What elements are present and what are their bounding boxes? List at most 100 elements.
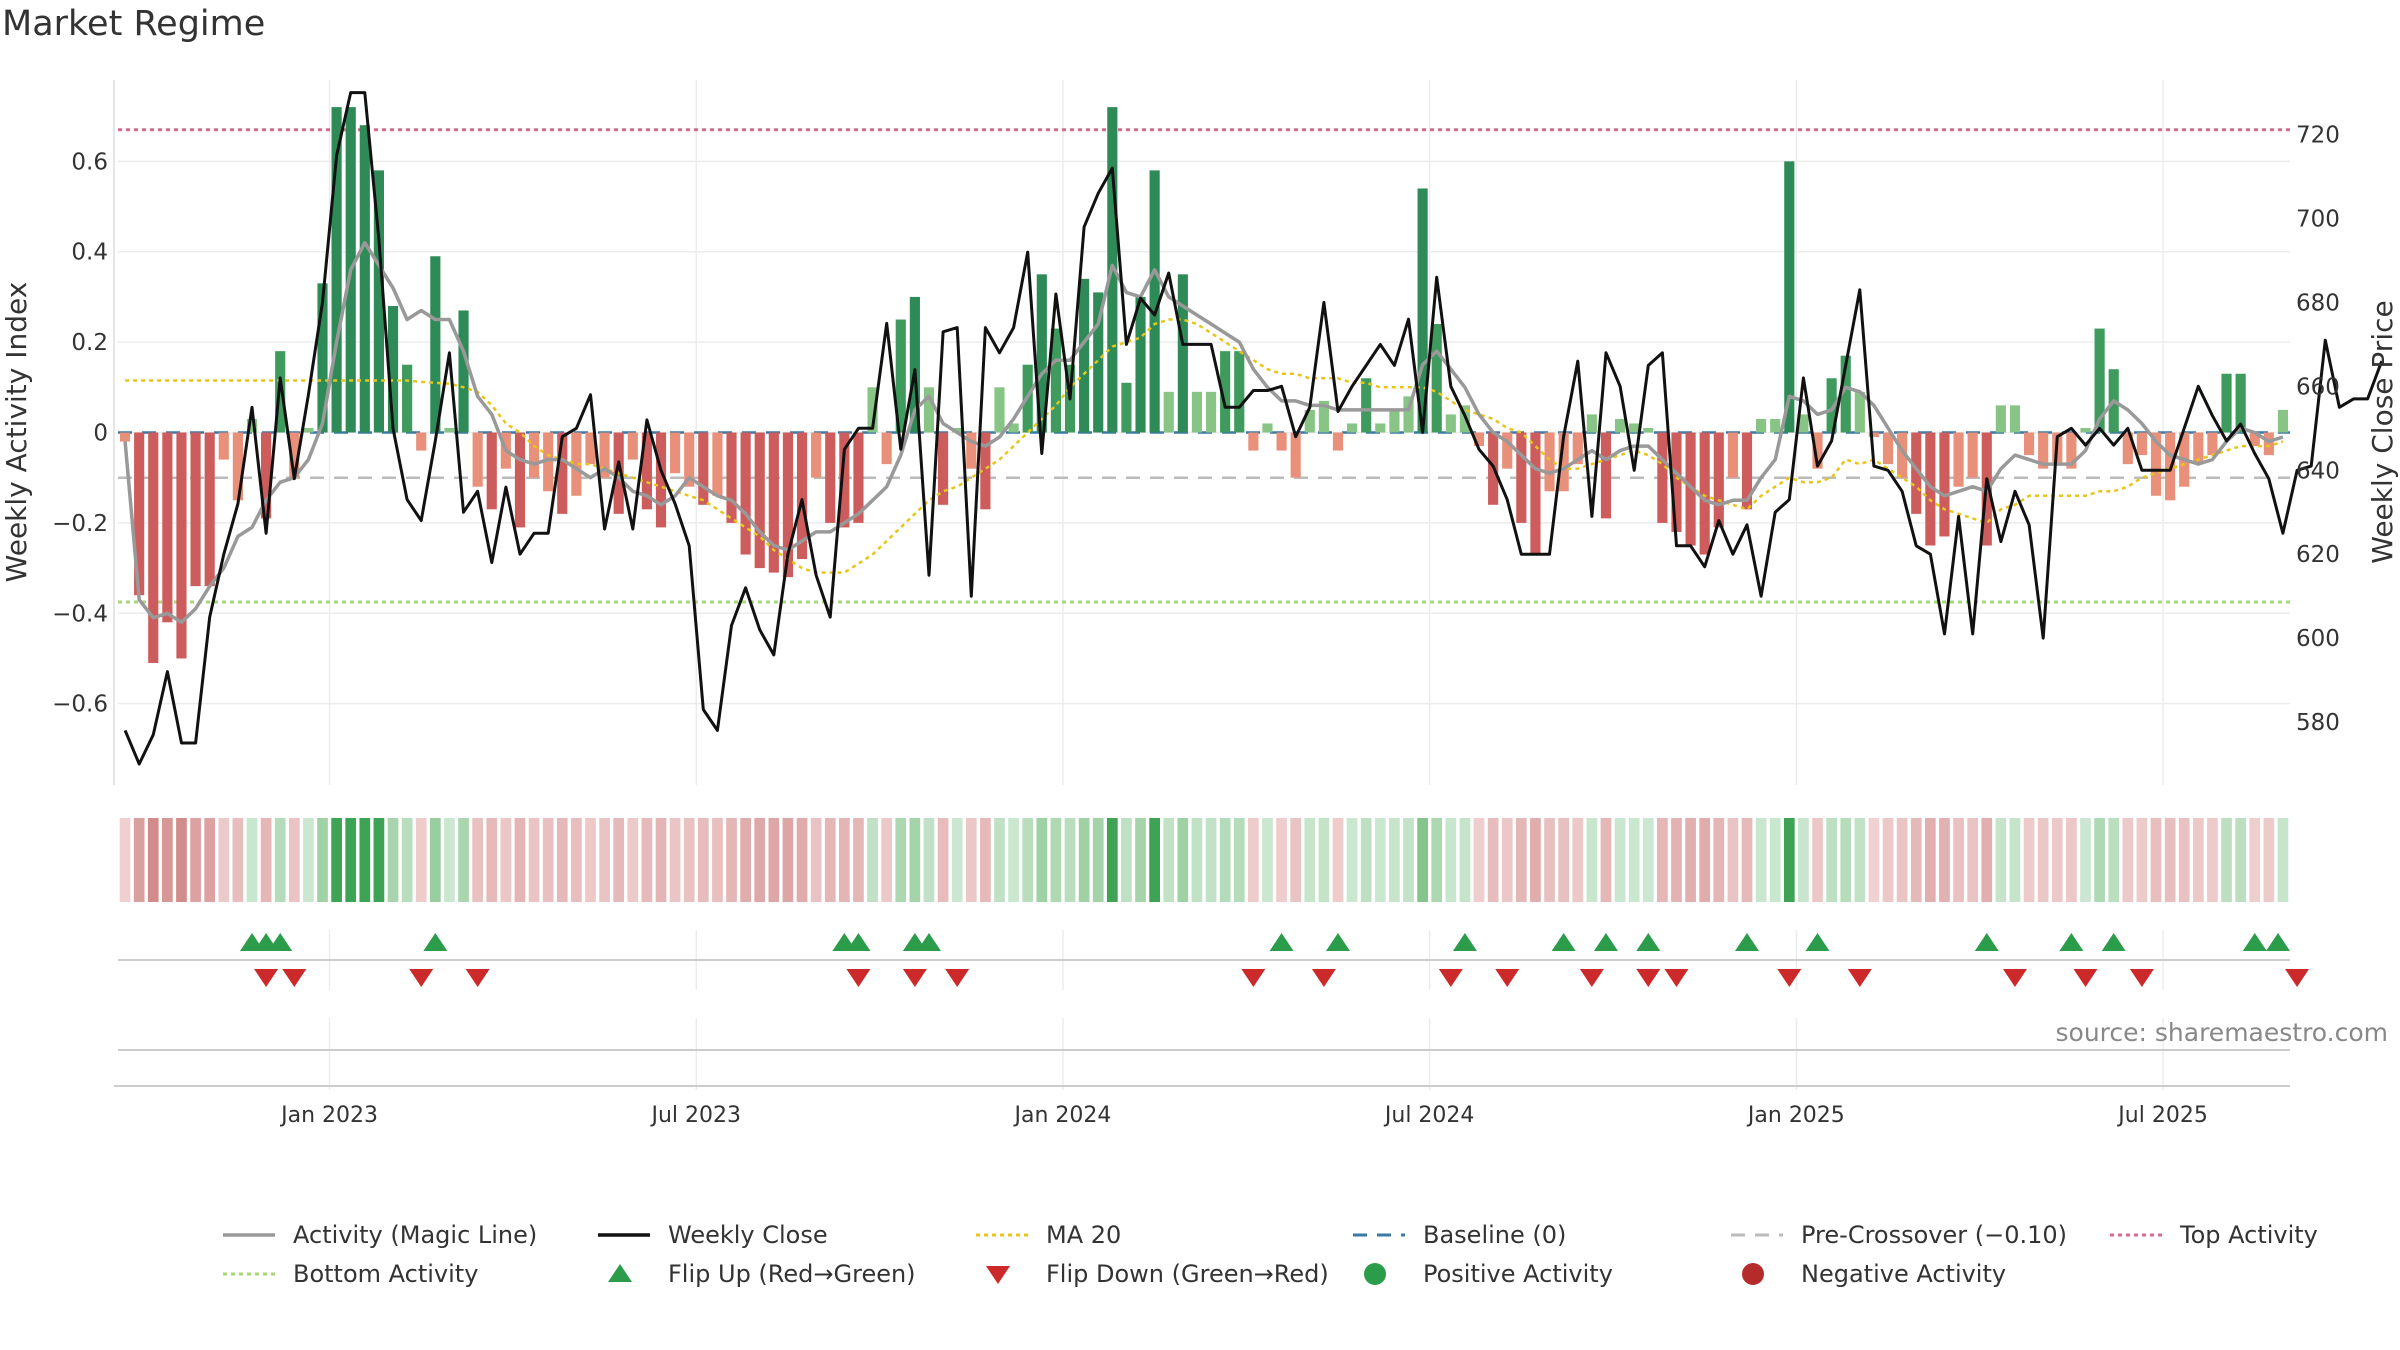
regime-cell xyxy=(401,818,413,902)
activity-bar xyxy=(1361,378,1372,433)
regime-cell xyxy=(994,818,1005,902)
activity-bar xyxy=(1798,414,1809,433)
legend-label: Negative Activity xyxy=(1801,1260,2006,1288)
activity-bar xyxy=(2150,432,2162,496)
activity-bar xyxy=(359,125,370,433)
regime-cell xyxy=(190,818,201,902)
activity-bar xyxy=(1840,355,1851,433)
flip-down-marker xyxy=(1495,969,1520,987)
legend-label: Positive Activity xyxy=(1423,1260,1613,1288)
regime-cell xyxy=(1445,818,1457,902)
legend-entry: Flip Up (Red→Green) xyxy=(608,1260,916,1288)
regime-cell xyxy=(274,818,286,902)
activity-bar xyxy=(1727,432,1738,478)
regime-cell xyxy=(542,818,554,902)
legend-label: Top Activity xyxy=(2179,1221,2318,1249)
legend-label: Weekly Close xyxy=(668,1221,828,1249)
regime-cell xyxy=(147,818,159,902)
y-tick-label: 0 xyxy=(93,421,108,447)
regime-cell xyxy=(1699,818,1711,902)
regime-cell xyxy=(373,818,385,902)
y2-tick-label: 660 xyxy=(2296,374,2340,400)
activity-bar xyxy=(853,432,864,523)
activity-bar xyxy=(1643,427,1654,433)
legend-entry: Negative Activity xyxy=(1742,1260,2006,1288)
activity-bar xyxy=(796,432,808,560)
regime-cell xyxy=(1713,818,1725,902)
activity-bar xyxy=(373,170,384,433)
activity-bar xyxy=(966,432,977,469)
activity-bar xyxy=(416,432,427,451)
activity-bar xyxy=(204,432,215,587)
y-tick-label: −0.6 xyxy=(52,692,108,718)
activity-bar xyxy=(1262,423,1273,433)
activity-bar xyxy=(909,296,920,433)
activity-bar xyxy=(1417,188,1428,433)
activity-bar xyxy=(1135,296,1146,433)
activity-bar xyxy=(825,432,836,523)
activity-bar xyxy=(2080,427,2091,433)
regime-cell xyxy=(1360,818,1372,902)
regime-cell xyxy=(937,818,949,902)
flip-down-marker xyxy=(846,969,871,987)
y2-tick-label: 620 xyxy=(2296,542,2340,568)
activity-bar xyxy=(458,310,469,433)
activity-bar xyxy=(1671,432,1682,532)
activity-bar xyxy=(303,427,314,433)
regime-cell xyxy=(1953,818,1964,902)
activity-bar xyxy=(190,432,201,587)
regime-cell xyxy=(1473,818,1485,902)
activity-bar xyxy=(938,432,949,505)
activity-bar xyxy=(782,432,794,578)
regime-cell xyxy=(1205,818,1217,902)
flip-up-marker xyxy=(1452,933,1477,951)
regime-cell xyxy=(1078,818,1090,902)
activity-bar xyxy=(232,432,243,501)
regime-cell xyxy=(1868,818,1880,902)
activity-bar xyxy=(1882,432,1894,465)
flip-down-marker xyxy=(254,969,279,987)
regime-cell xyxy=(1121,818,1132,902)
legend-entry: Baseline (0) xyxy=(1353,1221,1566,1249)
activity-bar xyxy=(641,432,652,510)
activity-bar xyxy=(1530,432,1541,555)
regime-cell xyxy=(204,818,216,902)
activity-bar xyxy=(655,432,667,528)
activity-bar xyxy=(1614,418,1626,433)
regime-cell xyxy=(331,818,342,902)
regime-cell xyxy=(2108,818,2120,902)
regime-cell xyxy=(345,818,357,902)
regime-cell xyxy=(2094,818,2105,902)
activity-bar xyxy=(1050,328,1061,433)
ma20-line xyxy=(125,318,2284,574)
legend-label: Baseline (0) xyxy=(1423,1221,1566,1249)
activity-bar xyxy=(1205,391,1217,433)
activity-bar xyxy=(1629,423,1640,433)
regime-cell xyxy=(119,818,131,902)
activity-bar xyxy=(387,305,399,433)
regime-cell xyxy=(627,818,639,902)
legend-label: Pre-Crossover (−0.10) xyxy=(1801,1221,2067,1249)
activity-bar xyxy=(1939,432,1950,537)
regime-cell xyxy=(1036,818,1048,902)
activity-bar xyxy=(1868,432,1880,438)
regime-cell xyxy=(2051,818,2063,902)
y2-tick-label: 720 xyxy=(2296,123,2340,149)
regime-cell xyxy=(824,818,836,902)
regime-cell xyxy=(810,818,822,902)
activity-bar xyxy=(2024,432,2035,456)
regime-cell xyxy=(1374,818,1386,902)
y2-tick-label: 580 xyxy=(2296,710,2340,736)
activity-bar xyxy=(1572,432,1583,465)
activity-bar xyxy=(1276,432,1287,451)
activity-bar xyxy=(1756,418,1767,433)
regime-cell xyxy=(317,818,328,902)
regime-cell xyxy=(2066,818,2077,902)
regime-cell xyxy=(726,818,737,902)
x-tick-label: Jan 2024 xyxy=(1013,1103,1112,1128)
activity-bar xyxy=(1318,400,1329,433)
activity-bar xyxy=(1149,170,1160,433)
source-note: source: sharemaestro.com xyxy=(2055,1018,2389,1047)
activity-bar xyxy=(246,418,258,433)
regime-cell xyxy=(1896,818,1908,902)
